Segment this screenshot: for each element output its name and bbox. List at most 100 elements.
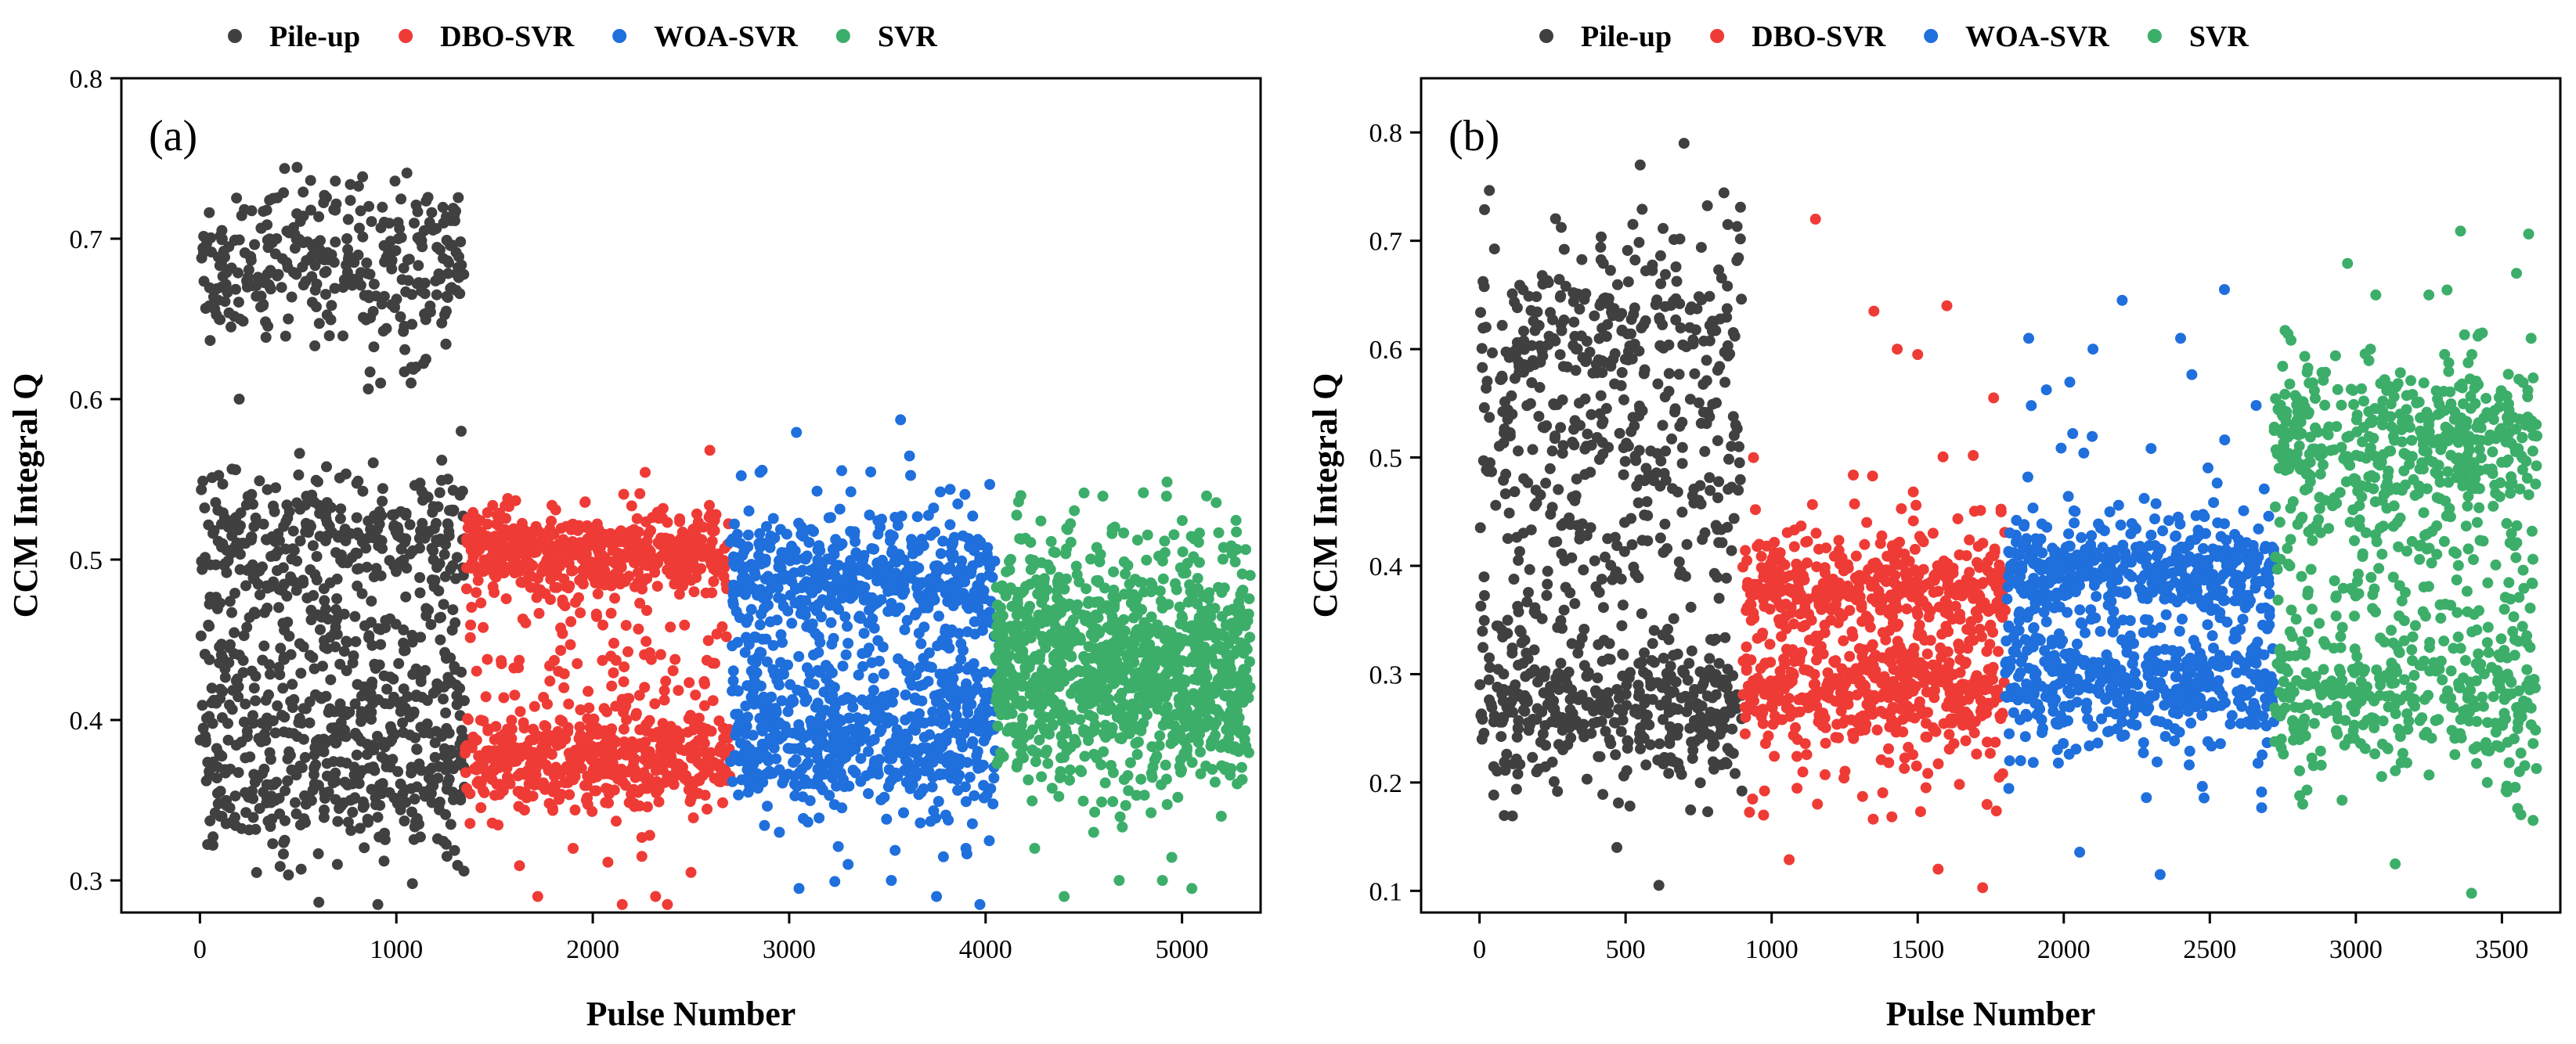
data-point bbox=[298, 279, 309, 291]
data-point bbox=[1232, 625, 1243, 637]
data-point bbox=[1059, 583, 1070, 595]
data-point bbox=[757, 776, 769, 788]
data-point bbox=[1106, 722, 1118, 733]
data-point bbox=[364, 366, 376, 378]
data-point bbox=[1089, 806, 1101, 818]
data-point bbox=[906, 679, 918, 691]
data-point bbox=[974, 707, 985, 718]
data-point bbox=[745, 583, 756, 595]
data-point bbox=[559, 777, 571, 789]
data-point bbox=[849, 530, 860, 542]
data-point bbox=[250, 695, 262, 707]
data-point bbox=[398, 554, 409, 566]
data-point bbox=[947, 549, 959, 561]
data-point bbox=[354, 222, 365, 234]
data-point bbox=[1618, 394, 1629, 405]
data-point bbox=[435, 634, 446, 646]
data-point bbox=[200, 775, 212, 787]
data-point bbox=[639, 559, 651, 571]
data-point bbox=[946, 666, 958, 678]
data-point bbox=[1712, 435, 1723, 447]
data-point bbox=[901, 614, 913, 626]
data-point bbox=[1173, 632, 1185, 643]
data-point bbox=[1085, 628, 1097, 640]
data-point bbox=[366, 783, 377, 795]
data-point bbox=[345, 195, 356, 207]
data-point bbox=[558, 549, 570, 560]
data-point bbox=[1636, 608, 1647, 620]
data-point bbox=[742, 613, 754, 625]
data-point bbox=[895, 414, 907, 426]
data-point bbox=[1077, 795, 1089, 807]
data-point bbox=[812, 544, 824, 556]
data-point bbox=[203, 519, 215, 531]
data-point bbox=[1495, 731, 1507, 743]
data-point bbox=[219, 663, 231, 675]
data-point bbox=[1170, 578, 1181, 589]
data-point bbox=[868, 567, 879, 578]
data-point bbox=[1475, 600, 1487, 612]
data-point bbox=[792, 684, 803, 696]
y-tick-label: 0.3 bbox=[70, 867, 103, 896]
data-point bbox=[378, 239, 390, 251]
data-point bbox=[958, 576, 970, 588]
data-point bbox=[1108, 585, 1120, 596]
data-point bbox=[734, 717, 745, 728]
data-point bbox=[1228, 743, 1239, 755]
data-point bbox=[859, 581, 871, 593]
data-point bbox=[1197, 706, 1209, 718]
data-point bbox=[372, 898, 384, 910]
data-point bbox=[1132, 736, 1144, 748]
data-point bbox=[929, 526, 940, 538]
data-point bbox=[735, 737, 746, 749]
data-point bbox=[597, 549, 608, 561]
data-point bbox=[215, 683, 226, 695]
data-point bbox=[878, 668, 889, 679]
data-point bbox=[1506, 390, 1517, 401]
data-point bbox=[615, 763, 627, 775]
data-point bbox=[345, 178, 356, 190]
data-point bbox=[1171, 724, 1183, 736]
data-point bbox=[1118, 614, 1130, 625]
data-point bbox=[352, 180, 364, 192]
data-point bbox=[1124, 757, 1136, 769]
data-point bbox=[1172, 791, 1184, 803]
data-point bbox=[414, 542, 425, 554]
data-point bbox=[590, 608, 602, 620]
data-point bbox=[561, 520, 572, 532]
data-point bbox=[821, 581, 833, 592]
data-point bbox=[842, 712, 854, 724]
data-point bbox=[208, 694, 219, 706]
data-point bbox=[612, 547, 624, 559]
data-point bbox=[895, 747, 907, 758]
scatter-points bbox=[194, 161, 1256, 910]
data-point bbox=[266, 237, 278, 249]
data-point bbox=[812, 753, 824, 765]
data-point bbox=[446, 282, 457, 293]
data-point bbox=[381, 683, 393, 695]
data-point bbox=[1160, 773, 1172, 785]
data-point bbox=[702, 803, 713, 815]
x-tick-label: 1000 bbox=[370, 935, 423, 964]
data-point bbox=[261, 580, 272, 592]
data-point bbox=[1159, 547, 1171, 559]
data-point bbox=[838, 774, 849, 785]
data-point bbox=[260, 316, 272, 328]
data-point bbox=[395, 804, 406, 815]
data-point bbox=[1107, 796, 1119, 808]
data-point bbox=[395, 193, 407, 205]
data-point bbox=[442, 777, 453, 789]
data-point bbox=[1088, 650, 1100, 662]
data-point bbox=[1095, 549, 1106, 560]
data-point bbox=[493, 561, 505, 572]
data-point bbox=[393, 657, 405, 669]
data-point bbox=[1150, 697, 1161, 707]
data-point bbox=[1567, 491, 1578, 503]
data-point bbox=[399, 815, 410, 826]
data-point bbox=[395, 311, 406, 322]
data-point bbox=[639, 682, 651, 693]
data-point bbox=[923, 647, 935, 659]
data-point bbox=[236, 823, 247, 834]
data-point bbox=[882, 689, 894, 701]
data-point bbox=[322, 643, 333, 654]
